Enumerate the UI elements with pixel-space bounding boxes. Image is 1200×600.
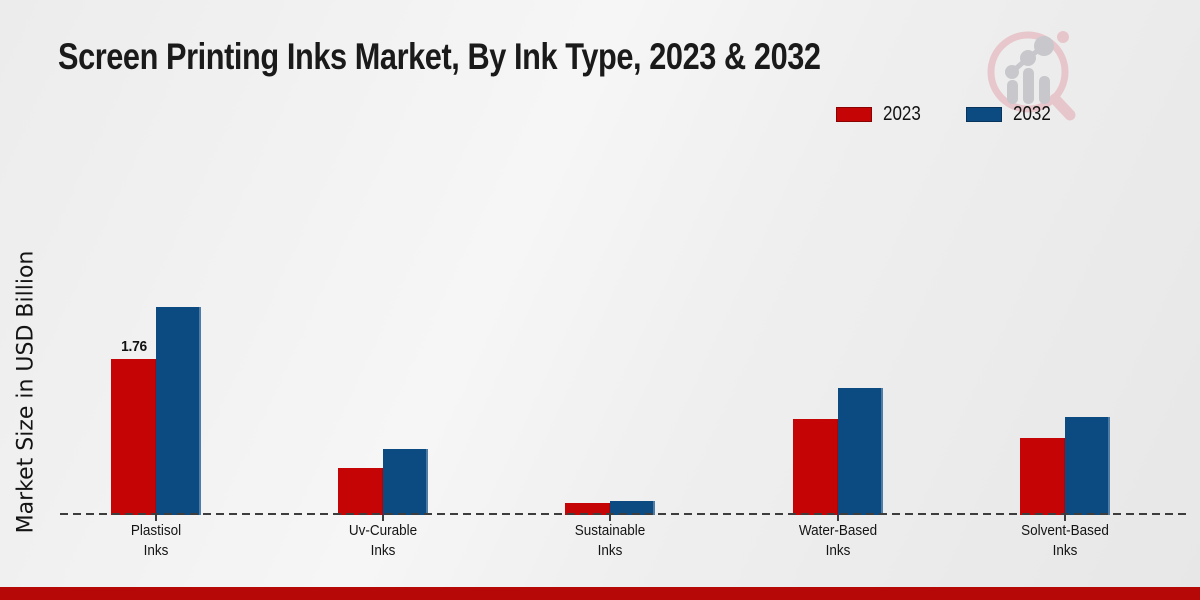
bar-group-water-based-inks [793,388,883,515]
bar-2023-plastisol-inks: 1.76 [111,338,156,515]
chart-title: Screen Printing Inks Market, By Ink Type… [58,36,821,77]
bar-2023-water-based-inks [793,419,838,515]
legend-label: 2032 [1012,103,1051,125]
bar-group-sustainable-inks [565,501,655,515]
bar-value-label: 1.76 [120,338,147,355]
bar-2032-uv-curable-inks [383,449,428,515]
x-axis-tick [382,515,384,521]
legend: 2023 2032 [836,103,1057,126]
legend-item-2032: 2032 [965,103,1058,126]
brand-watermark-icon [987,31,1076,121]
x-axis-tick [1064,515,1066,521]
x-tick-label-sustainable-inks: Sustainable Inks [574,522,646,559]
x-axis-tick [609,515,611,521]
bar-group-plastisol-inks: 1.76 [111,307,201,515]
x-tick-label-plastisol-inks: Plastisol Inks [130,522,182,559]
x-axis-tick [155,515,157,521]
x-tick-label-water-based-inks: Water-Based Inks [798,522,878,559]
bar-2032-water-based-inks [838,388,883,515]
bar-2023-uv-curable-inks [338,468,383,515]
bar-2023-sustainable-inks [565,503,610,515]
bar-2032-sustainable-inks [610,501,655,515]
legend-label: 2023 [883,103,921,125]
bar-2032-solvent-based-inks [1065,417,1110,515]
bar-2023-solvent-based-inks [1020,438,1065,515]
legend-swatch-2023 [836,107,872,122]
legend-item-2023: 2023 [836,103,928,126]
legend-swatch-2032 [965,107,1002,122]
x-axis-tick [837,515,839,521]
x-tick-label-uv-curable-inks: Uv-Curable Inks [348,522,418,559]
x-axis-baseline [60,513,1188,515]
footer-accent-bar [0,587,1200,600]
bar-group-uv-curable-inks [338,449,428,515]
bar-group-solvent-based-inks [1020,417,1110,515]
x-tick-label-solvent-based-inks: Solvent-Based Inks [1021,522,1109,559]
bar-2032-plastisol-inks [156,307,201,515]
